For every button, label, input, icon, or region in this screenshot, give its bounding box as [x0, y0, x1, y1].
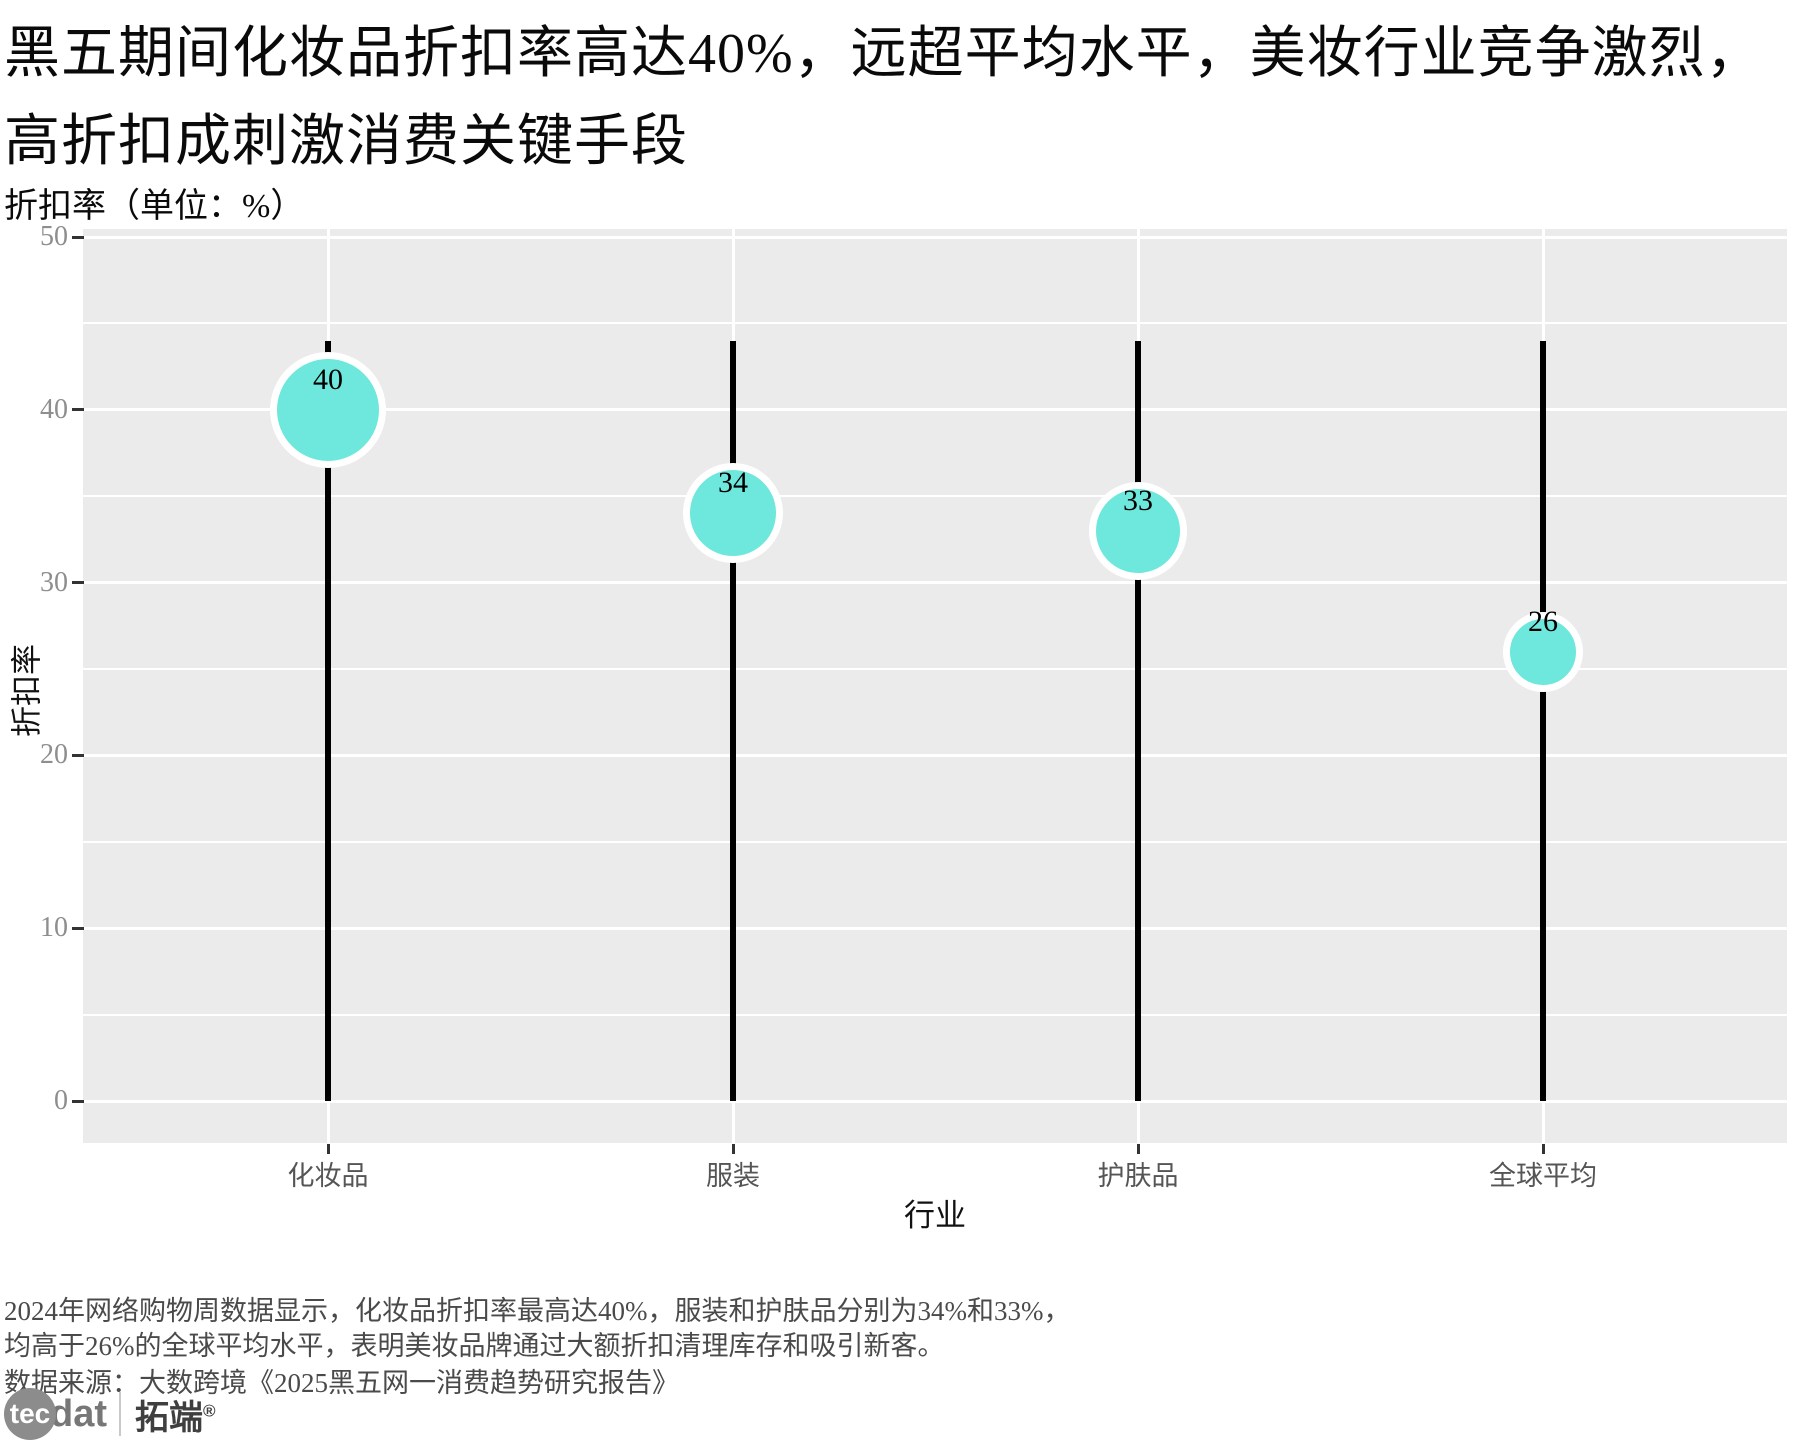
y-tick-label: 10 [40, 912, 68, 944]
x-axis-title: 行业 [904, 1198, 966, 1233]
y-tick-mark [72, 926, 84, 930]
gridline-major [83, 1099, 1787, 1103]
data-point [1089, 481, 1187, 580]
gridline-major [83, 753, 1787, 757]
value-label: 34 [718, 466, 748, 500]
logo-divider [119, 1392, 121, 1436]
y-tick-mark [72, 1099, 84, 1103]
lollipop-stem [730, 340, 736, 1101]
y-tick-label: 20 [40, 739, 68, 771]
x-tick-mark [1136, 1144, 1140, 1154]
logo-dat-text: dat [50, 1392, 107, 1435]
gridline-minor [83, 668, 1787, 670]
footer-note-line1: 2024年网络购物周数据显示，化妆品折扣率最高达40%，服装和护肤品分别为34%… [4, 1296, 1071, 1326]
y-tick-label: 40 [40, 393, 68, 425]
chart-title-line2: 高折扣成刺激消费关键手段 [4, 111, 688, 173]
x-category-label: 服装 [706, 1161, 760, 1191]
lollipop-stem [1135, 340, 1141, 1101]
value-label: 26 [1528, 604, 1558, 638]
value-label: 40 [313, 362, 343, 396]
x-category-label: 化妆品 [287, 1161, 369, 1191]
x-category-label: 护肤品 [1097, 1161, 1179, 1191]
lollipop-stem [1540, 340, 1546, 1101]
gridline-major [83, 581, 1787, 585]
gridline-major [83, 235, 1787, 239]
logo-circle-icon: tec [4, 1388, 56, 1440]
y-tick-label: 0 [54, 1085, 68, 1116]
y-tick-label: 50 [40, 221, 68, 252]
gridline-minor [83, 1013, 1787, 1016]
chart-subtitle: 折扣率（单位：%） [4, 188, 305, 225]
gridline-minor [83, 495, 1787, 498]
gridline-minor [83, 322, 1787, 325]
plot-panel: 40 34 33 26 [83, 229, 1787, 1143]
x-tick-mark [1541, 1144, 1545, 1154]
y-tick-mark [72, 753, 84, 757]
y-axis-title: 折扣率 [9, 644, 45, 737]
x-category-label: 全球平均 [1489, 1161, 1597, 1191]
chart-title-line1: 黑五期间化妆品折扣率高达40%，远超平均水平，美妆行业竞争激烈， [4, 23, 1763, 85]
gridline-major [83, 408, 1787, 412]
y-tick-label: 30 [40, 566, 68, 598]
x-tick-mark [731, 1144, 735, 1154]
data-point [1503, 611, 1583, 692]
logo-brand-text: 拓端® [135, 1398, 216, 1437]
gridline-major [83, 926, 1787, 930]
y-tick-mark [72, 408, 84, 412]
footer-note-line2: 均高于26%的全球平均水平，表明美妆品牌通过大额折扣清理库存和吸引新客。 [4, 1331, 945, 1361]
gridline-minor [83, 840, 1787, 843]
tecdat-logo: tec dat 拓端® [4, 1388, 216, 1440]
data-point [270, 351, 386, 468]
value-label: 33 [1123, 483, 1153, 517]
data-point [683, 463, 783, 564]
y-tick-mark [72, 235, 84, 239]
lollipop-stem [325, 340, 331, 1101]
x-tick-mark [326, 1144, 330, 1154]
footer-source: 数据来源：大数跨境《2025黑五网一消费趋势研究报告》 [4, 1368, 679, 1398]
y-tick-mark [72, 581, 84, 585]
registered-mark: ® [203, 1401, 216, 1421]
